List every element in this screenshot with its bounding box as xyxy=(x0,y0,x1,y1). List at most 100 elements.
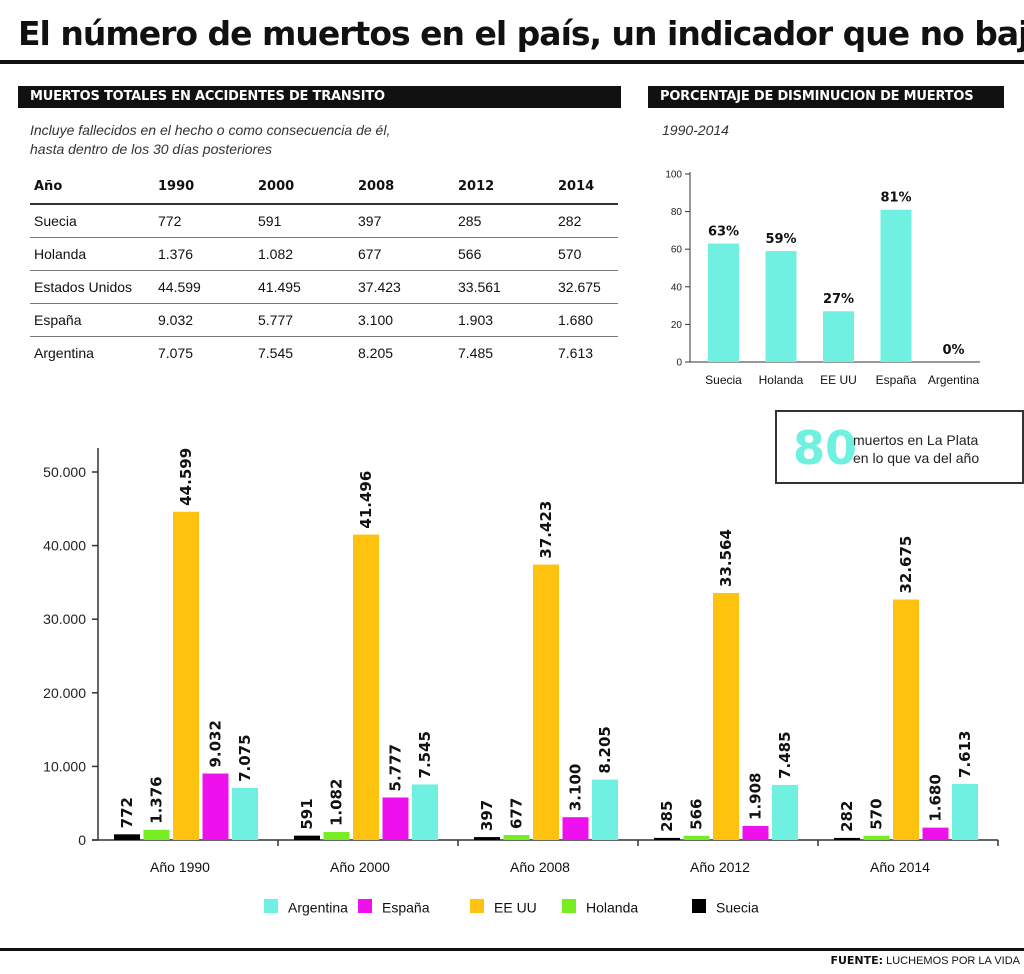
legend-swatch xyxy=(358,898,372,913)
bar xyxy=(382,797,409,840)
legend-item: España xyxy=(358,898,429,918)
bottom-divider xyxy=(0,948,1024,951)
table-header-cell: 2014 xyxy=(558,170,618,205)
data-label: 5.777 xyxy=(387,744,405,791)
table-cell: 1.376 xyxy=(158,236,258,270)
data-label: 282 xyxy=(838,801,856,832)
bar xyxy=(353,534,379,840)
x-tick-label: Año 2014 xyxy=(870,859,930,875)
bar xyxy=(823,311,854,362)
bar xyxy=(323,832,350,840)
table-header-cell: 2008 xyxy=(358,170,458,205)
bar xyxy=(114,834,140,840)
table-cell: 9.032 xyxy=(158,302,258,336)
info-text-line1: muertos en La Plata xyxy=(853,432,979,448)
bar xyxy=(654,837,680,840)
data-label: 0% xyxy=(942,343,964,358)
table-header-cell: 1990 xyxy=(158,170,258,205)
table-row: Suecia 772 591 397 285 282 xyxy=(30,203,618,237)
deaths-table: Año 1990 2000 2008 2012 2014 Suecia 772 591 397 28… xyxy=(30,170,618,369)
bar xyxy=(173,511,199,840)
x-tick-label: Año 2000 xyxy=(330,859,390,875)
data-label: 7.613 xyxy=(956,731,974,778)
data-label: 7.545 xyxy=(416,731,434,778)
bar xyxy=(713,592,739,840)
table-cell: 772 xyxy=(158,203,258,237)
source-label: FUENTE: xyxy=(830,954,884,967)
table-cell: 44.599 xyxy=(158,269,258,303)
y-tick-label: 30.000 xyxy=(43,611,86,627)
table-row: España 9.032 5.777 3.100 1.903 1.680 xyxy=(30,302,618,336)
bar xyxy=(533,564,559,840)
table-header-cell: 2012 xyxy=(458,170,558,205)
x-tick-label: Año 2008 xyxy=(510,859,570,875)
data-label: 7.075 xyxy=(236,734,254,781)
legend-label: EE UU xyxy=(494,899,537,916)
la-plata-info-box: 80 muertos en La Plata en lo que va del … xyxy=(775,410,1024,484)
data-label: 7.485 xyxy=(776,731,794,778)
data-label: 59% xyxy=(765,232,796,247)
data-label: 41.496 xyxy=(357,471,375,529)
bar xyxy=(232,787,258,840)
y-tick-label: 20.000 xyxy=(43,685,86,701)
y-tick-label: 60 xyxy=(671,245,683,256)
table-cell: 7.075 xyxy=(158,335,258,369)
y-tick-label: 0 xyxy=(676,358,682,369)
data-label: 285 xyxy=(658,801,676,832)
legend-label: Suecia xyxy=(716,899,759,916)
table-header-cell: Año xyxy=(30,170,158,205)
bar xyxy=(562,817,589,840)
x-tick-label: España xyxy=(876,373,917,387)
source-credit: FUENTE: LUCHEMOS POR LA VIDA xyxy=(830,954,1020,967)
table-cell: 1.680 xyxy=(558,302,618,336)
bar xyxy=(772,784,798,840)
table-cell: 7.545 xyxy=(258,335,358,369)
data-label: 397 xyxy=(478,800,496,831)
bar xyxy=(503,835,530,840)
table-cell: 282 xyxy=(558,203,618,237)
bar xyxy=(834,837,860,840)
legend-swatch xyxy=(562,898,576,913)
legend-item: Suecia xyxy=(692,898,759,918)
table-cell: 570 xyxy=(558,236,618,270)
data-label: 1.376 xyxy=(148,776,166,823)
bar xyxy=(294,835,320,840)
data-label: 1.680 xyxy=(927,774,945,821)
info-text-line2: en lo que va del año xyxy=(853,450,980,466)
data-label: 32.675 xyxy=(897,536,915,594)
bar xyxy=(880,209,912,362)
table-cell: 33.561 xyxy=(458,269,558,303)
total-deaths-grouped-chart: 0 10.000 20.000 30.000 40.000 50.000 772 1.376 4… xyxy=(43,448,999,875)
table-cell: 7.485 xyxy=(458,335,558,369)
y-tick-label: 10.000 xyxy=(43,758,86,774)
data-label: 570 xyxy=(868,798,886,829)
data-label: 44.599 xyxy=(177,448,195,506)
bar xyxy=(742,825,769,840)
legend-item: Argentina xyxy=(264,898,348,918)
table-row: Argentina 7.075 7.545 8.205 7.485 7.613 xyxy=(30,335,618,369)
table-cell: 591 xyxy=(258,203,358,237)
table-cell: 566 xyxy=(458,236,558,270)
table-note-line2: hasta dentro de los 30 días posteriores xyxy=(30,141,273,157)
y-tick-label: 80 xyxy=(671,207,683,218)
data-label: 3.100 xyxy=(567,764,585,811)
decrease-percentage-chart: 0 20 40 60 80 100 63% Suecia 59% Holanda 27% EE UU 8… xyxy=(665,170,980,387)
legend-label: Argentina xyxy=(288,899,348,916)
bar xyxy=(863,835,890,840)
period-label: 1990-2014 xyxy=(662,122,729,138)
table-cell: 677 xyxy=(358,236,458,270)
y-tick-label: 20 xyxy=(671,320,683,331)
bar xyxy=(922,827,949,840)
y-tick-label: 100 xyxy=(665,170,682,181)
table-cell: Holanda xyxy=(30,236,158,270)
data-label: 1.082 xyxy=(328,779,346,826)
y-tick-label: 40.000 xyxy=(43,538,86,554)
table-note-line1: Incluye fallecidos en el hecho o como co… xyxy=(30,122,391,138)
y-tick-label: 50.000 xyxy=(43,464,86,480)
x-tick-label: Año 2012 xyxy=(690,859,750,875)
legend-swatch xyxy=(264,898,278,913)
table-cell: 397 xyxy=(358,203,458,237)
data-label: 81% xyxy=(880,191,911,206)
x-tick-label: Argentina xyxy=(928,373,980,387)
table-cell: Argentina xyxy=(30,335,158,369)
